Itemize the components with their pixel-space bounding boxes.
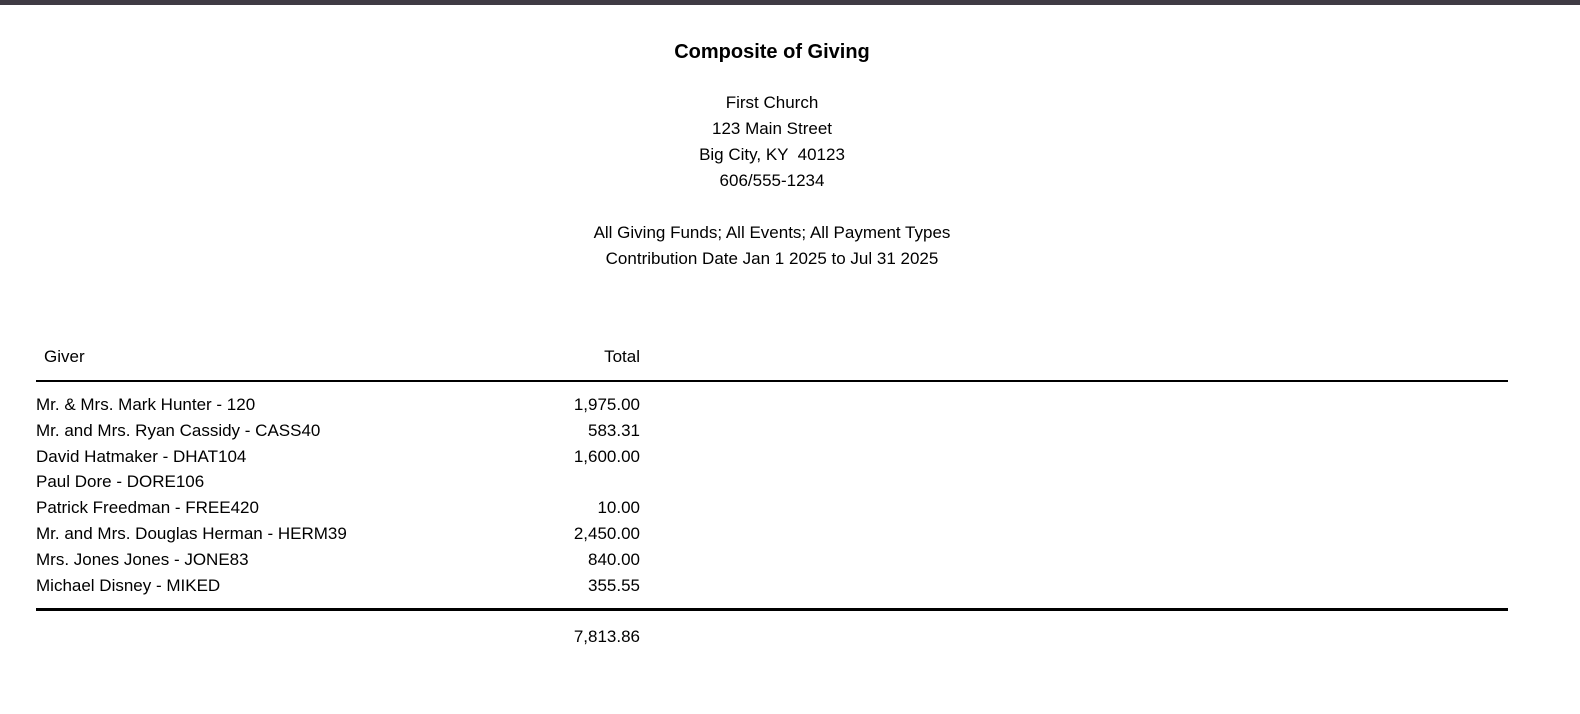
report-title: Composite of Giving (674, 41, 870, 63)
table-row: Patrick Freedman - FREE420 10.00 (36, 495, 1508, 521)
church-phone: 606/555-1234 (719, 171, 825, 190)
report-page: Composite of Giving First Church 123 Mai… (0, 0, 1580, 650)
giver-name: Mrs. Jones Jones - JONE83 (36, 549, 249, 569)
table-header-row: Giver Total (36, 344, 1508, 370)
report-header-block: First Church 123 Main Street Big City, K… (36, 90, 1508, 272)
giver-name: Mr. and Mrs. Ryan Cassidy - CASS40 (36, 420, 321, 440)
filter-date-range: Contribution Date Jan 1 2025 to Jul 31 2… (605, 249, 939, 268)
giver-name: Mr. & Mrs. Mark Hunter - 120 (36, 395, 256, 414)
giver-name: Mr. and Mrs. Douglas Herman - HERM39 (36, 523, 347, 543)
giver-name: David Hatmaker - DHAT104 (36, 446, 247, 466)
giver-total: 355.55 (588, 575, 640, 595)
column-header-giver: Giver (44, 347, 85, 366)
giving-table: Giver Total Mr. & Mrs. Mark Hunter - 120… (36, 344, 1508, 650)
giver-total: 1,975.00 (573, 395, 640, 414)
giver-name: Patrick Freedman - FREE420 (36, 498, 259, 518)
church-street: 123 Main Street (711, 119, 832, 138)
giver-total: 1,600.00 (573, 446, 640, 466)
giver-name: Michael Disney - MIKED (36, 575, 221, 595)
column-header-total: Total (604, 347, 640, 366)
table-body: Mr. & Mrs. Mark Hunter - 120 1,975.00 Mr. … (36, 392, 1508, 598)
giver-total: 583.31 (588, 420, 640, 440)
grand-total-row: 7,813.86 (36, 624, 1508, 650)
table-row: Mr. & Mrs. Mark Hunter - 120 1,975.00 (36, 392, 1508, 418)
church-name: First Church (725, 93, 819, 112)
church-city-state-zip: Big City, KY 40123 (699, 145, 845, 164)
grand-total-spacer (36, 624, 456, 650)
table-header-rule (36, 380, 1508, 382)
table-footer-rule (36, 608, 1508, 612)
window-top-edge (0, 0, 1580, 5)
grand-total-value: 7,813.86 (573, 627, 640, 647)
giver-total: 840.00 (588, 549, 640, 569)
table-row: Michael Disney - MIKED 355.55 (36, 573, 1508, 599)
giver-total: 10.00 (597, 498, 640, 518)
giver-total: 2,450.00 (573, 523, 640, 543)
table-row: David Hatmaker - DHAT104 1,600.00 (36, 444, 1508, 470)
giver-name: Paul Dore - DORE106 (36, 472, 205, 492)
table-row: Mr. and Mrs. Douglas Herman - HERM39 2,45… (36, 521, 1508, 547)
spacer (36, 194, 1508, 220)
table-row: Mr. and Mrs. Ryan Cassidy - CASS40 583.31 (36, 418, 1508, 444)
table-row: Paul Dore - DORE106 (36, 469, 1508, 495)
giver-total (456, 469, 640, 495)
table-row: Mrs. Jones Jones - JONE83 840.00 (36, 547, 1508, 573)
report-body: Composite of Giving First Church 123 Mai… (36, 40, 1508, 650)
filter-scope: All Giving Funds; All Events; All Paymen… (593, 223, 951, 242)
